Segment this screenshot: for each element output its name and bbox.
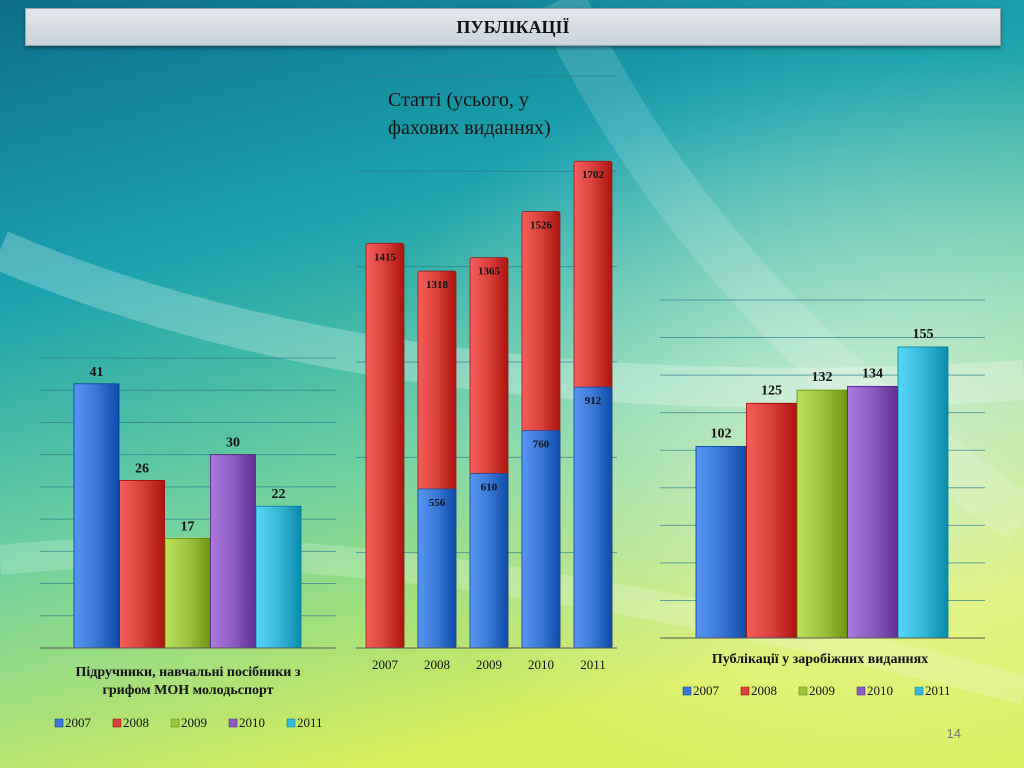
legend-marker-2007 (682, 686, 692, 696)
data-label-lower-2011: 912 (585, 395, 602, 407)
legend-marker-2008 (112, 718, 122, 728)
data-label-2011: 22 (272, 487, 286, 502)
legend-marker-2008 (740, 686, 750, 696)
data-label-2010: 30 (226, 436, 240, 451)
legend-label-2008: 2008 (751, 683, 777, 698)
data-label-2009: 17 (181, 519, 195, 534)
legend-label-2011: 2011 (925, 683, 951, 698)
bar-2008 (746, 402, 797, 639)
bar-2007 (73, 383, 120, 649)
bar-2011 (897, 346, 949, 639)
data-label-2008: 125 (761, 383, 782, 398)
x-tick-2010: 2010 (528, 657, 554, 672)
legend-label-2009: 2009 (181, 715, 207, 730)
legend-marker-2007 (54, 718, 64, 728)
legend-label-2010: 2010 (239, 715, 265, 730)
chart-title-line2: фахових виданнях) (388, 117, 551, 139)
bar-2010 (210, 454, 256, 649)
data-label-lower-2009: 610 (481, 482, 498, 494)
bar-2009 (164, 538, 211, 649)
bar-2011 (255, 505, 302, 649)
data-label-2007: 102 (711, 426, 732, 441)
chart-title: Публікації у заробіжних виданнях (712, 652, 928, 667)
legend-label-2007: 2007 (65, 715, 92, 730)
data-label-2011: 155 (913, 327, 934, 342)
data-label-2008: 26 (135, 461, 149, 476)
legend-marker-2010 (856, 686, 866, 696)
legend-label-2010: 2010 (867, 683, 893, 698)
legend-label-2008: 2008 (123, 715, 149, 730)
data-label-2007: 41 (90, 365, 104, 380)
data-label-2010: 134 (862, 366, 883, 381)
data-label-lower-2008: 556 (429, 497, 446, 509)
legend-marker-2011 (286, 718, 296, 728)
legend-label-2007: 2007 (693, 683, 720, 698)
data-label-upper-2007: 1415 (374, 251, 397, 263)
chart-title-line1: Підручники, навчальні посібники з (75, 665, 300, 680)
bar-2009 (796, 389, 848, 639)
slide-title-bar: ПУБЛІКАЦІЇ (25, 8, 1001, 46)
legend-marker-2009 (798, 686, 808, 696)
bar-2007 (695, 446, 747, 639)
data-label-lower-2010: 760 (533, 439, 550, 451)
legend-marker-2009 (170, 718, 180, 728)
legend-label-2009: 2009 (809, 683, 835, 698)
x-tick-2008: 2008 (424, 657, 450, 672)
data-label-2009: 132 (812, 370, 833, 385)
data-label-upper-2011: 1702 (582, 169, 605, 181)
legend-label-2011: 2011 (297, 715, 323, 730)
x-tick-2007: 2007 (372, 657, 399, 672)
slide-title: ПУБЛІКАЦІЇ (456, 16, 570, 37)
data-label-upper-2010: 1526 (530, 220, 553, 232)
legend-marker-2010 (228, 718, 238, 728)
bar-2008 (119, 480, 165, 649)
page-number: 14 (946, 726, 961, 741)
chart-title-line1: Статті (усього, у (388, 89, 529, 111)
bar-2010 (847, 385, 898, 639)
legend-marker-2011 (914, 686, 924, 696)
data-label-upper-2008: 1318 (426, 279, 449, 291)
data-label-upper-2009: 1365 (478, 266, 501, 278)
chart-title-line2: грифом МОН молодьспорт (102, 683, 273, 698)
x-tick-2011: 2011 (580, 657, 606, 672)
x-tick-2009: 2009 (476, 657, 502, 672)
